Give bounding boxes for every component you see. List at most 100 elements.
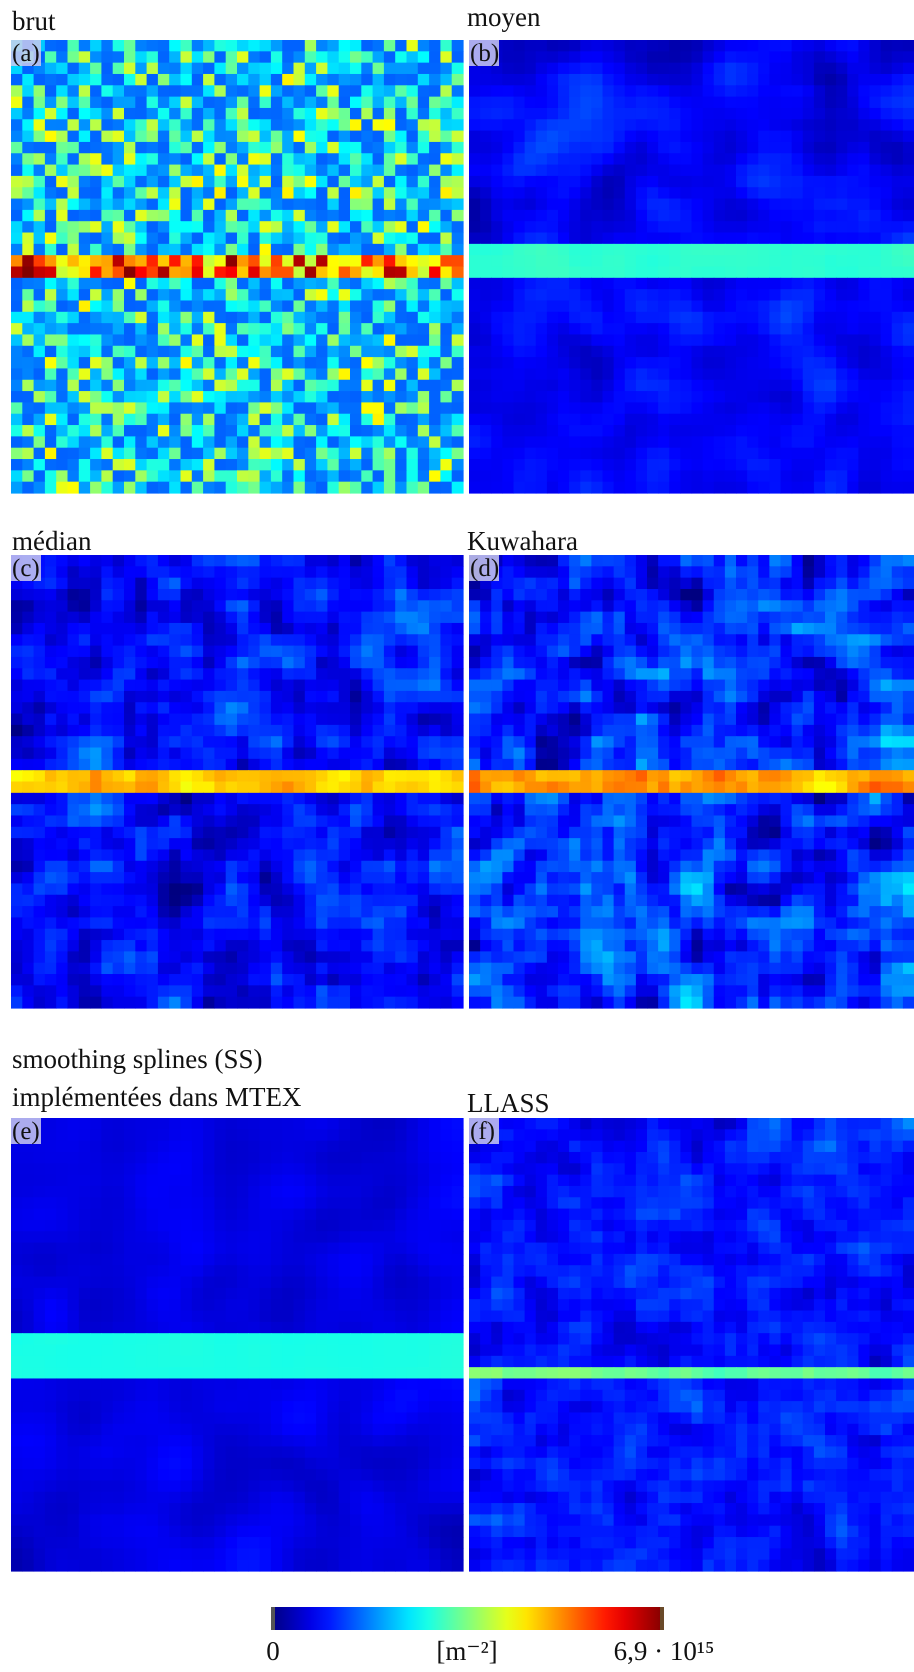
heatmap-cell: [191, 758, 204, 771]
heatmap-cell: [11, 187, 23, 200]
heatmap-cell: [191, 51, 204, 64]
heatmap-cell: [124, 413, 136, 426]
heatmap-cell: [44, 951, 57, 964]
heatmap-cell: [180, 243, 193, 256]
heatmap-cell: [56, 713, 69, 726]
heatmap-cell: [635, 209, 648, 222]
heatmap-cell: [813, 402, 826, 415]
heatmap-cell: [535, 187, 548, 200]
heatmap-cell: [214, 175, 227, 188]
heatmap-cell: [67, 311, 80, 324]
heatmap-cell: [101, 940, 114, 952]
heatmap-cell: [417, 368, 430, 381]
heatmap-cell: [169, 266, 182, 279]
heatmap-cell: [635, 566, 648, 579]
heatmap-cell: [624, 175, 637, 188]
heatmap-cell: [580, 232, 592, 245]
heatmap-cell: [101, 232, 114, 245]
heatmap-cell: [624, 198, 637, 211]
heatmap-cell: [395, 690, 408, 703]
heatmap-cell: [78, 209, 91, 222]
heatmap-cell: [203, 940, 215, 952]
heatmap-cell: [270, 175, 283, 188]
heatmap-cell: [372, 611, 385, 624]
heatmap-cell: [67, 974, 80, 986]
heatmap-cell: [451, 826, 464, 839]
heatmap-cell: [169, 747, 182, 760]
heatmap-cell: [90, 311, 102, 324]
heatmap-cell: [480, 481, 492, 494]
heatmap-cell: [813, 187, 826, 200]
heatmap-cell: [180, 334, 193, 347]
heatmap-cell: [747, 368, 759, 381]
heatmap-cell: [535, 141, 548, 154]
heatmap-cell: [112, 951, 125, 964]
heatmap-cell: [282, 668, 295, 681]
heatmap-cell: [282, 73, 295, 86]
heatmap-cell: [203, 402, 215, 415]
heatmap-cell: [237, 838, 249, 851]
heatmap-cell: [191, 470, 204, 483]
heatmap-cell: [203, 130, 215, 143]
heatmap-cell: [146, 119, 159, 132]
heatmap-cell: [282, 974, 295, 986]
heatmap-cell: [502, 481, 515, 494]
heatmap-cell: [372, 141, 385, 154]
heatmap-cell: [350, 645, 362, 658]
heatmap-cell: [440, 928, 453, 941]
heatmap-cell: [157, 985, 170, 998]
heatmap-cell: [902, 96, 914, 109]
heatmap-cell: [33, 826, 46, 839]
heatmap-cell: [316, 96, 328, 109]
heatmap-cell: [350, 300, 362, 313]
heatmap-cell: [282, 300, 295, 313]
heatmap-cell: [802, 379, 815, 392]
heatmap-cell: [469, 311, 481, 324]
heatmap-cell: [112, 668, 125, 681]
heatmap-cell: [372, 413, 385, 426]
heatmap-cell: [191, 402, 204, 415]
heatmap-cell: [67, 345, 80, 358]
heatmap-cell: [591, 209, 604, 222]
heatmap-cell: [469, 85, 481, 98]
heatmap-cell: [350, 883, 362, 896]
heatmap-cell: [90, 679, 102, 692]
heatmap-cell: [169, 883, 182, 896]
heatmap-cell: [658, 40, 670, 52]
heatmap-cell: [758, 555, 770, 567]
heatmap-cell: [891, 164, 904, 177]
heatmap-cell: [869, 402, 882, 415]
heatmap-cell: [535, 243, 548, 256]
heatmap-cell: [635, 470, 648, 483]
heatmap-cell: [90, 243, 102, 256]
heatmap-cell: [502, 255, 515, 268]
heatmap-cell: [270, 611, 283, 624]
heatmap-cell: [847, 577, 859, 590]
heatmap-cell: [429, 611, 441, 624]
heatmap-cell: [513, 198, 526, 211]
heatmap-cell: [56, 758, 69, 771]
heatmap-cell: [469, 470, 481, 483]
heatmap-cell: [237, 255, 249, 268]
heatmap-cell: [825, 379, 837, 392]
heatmap-cell: [372, 323, 385, 336]
heatmap-cell: [282, 141, 295, 154]
heatmap-cell: [270, 51, 283, 64]
heatmap-cell: [747, 447, 759, 460]
heatmap-cell: [417, 611, 430, 624]
heatmap-cell: [169, 838, 182, 851]
heatmap-cell: [361, 894, 374, 907]
heatmap-cell: [316, 815, 328, 828]
heatmap-cell: [902, 402, 914, 415]
heatmap-cell: [361, 974, 374, 986]
heatmap-cell: [214, 289, 227, 302]
heatmap-cell: [237, 826, 249, 839]
heatmap-cell: [203, 917, 215, 930]
heatmap-cell: [304, 962, 317, 975]
heatmap-cell: [304, 368, 317, 381]
heatmap-cell: [56, 425, 69, 437]
heatmap-cell: [191, 368, 204, 381]
heatmap-cell: [769, 588, 782, 601]
heatmap-cell: [203, 600, 215, 613]
heatmap-cell: [647, 323, 659, 336]
